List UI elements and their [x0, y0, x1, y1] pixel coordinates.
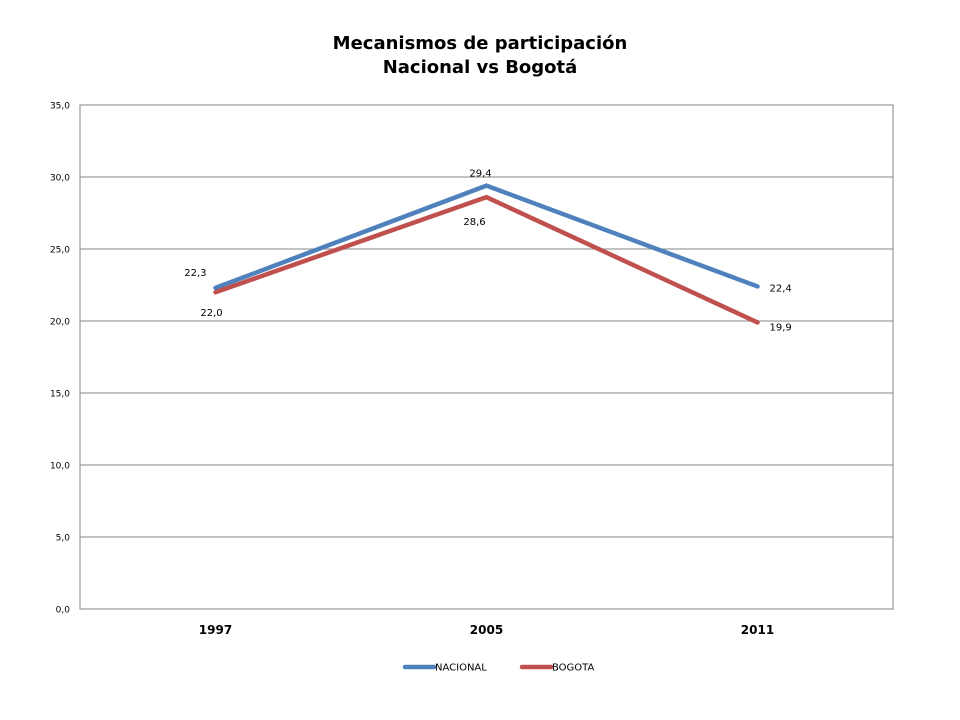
y-tick-label: 25,0 [50, 246, 70, 256]
y-tick-label: 5,0 [56, 534, 71, 544]
data-label: 22,0 [200, 308, 222, 319]
legend-label: NACIONAL [435, 663, 487, 674]
series-line-bogota [213, 194, 760, 325]
x-tick-label: 1997 [199, 623, 232, 637]
chart-subtitle: Nacional vs Bogotá [382, 57, 578, 78]
series-line-nacional [213, 183, 760, 291]
data-label: 29,4 [469, 169, 491, 180]
data-label: 22,3 [184, 268, 206, 279]
y-tick-label: 20,0 [50, 318, 70, 328]
legend-label: BOGOTA [552, 663, 595, 674]
chart-title: Mecanismos de participación [332, 33, 628, 54]
x-tick-label: 2011 [741, 623, 774, 637]
plot-area-border [79, 104, 894, 610]
data-label: 19,9 [770, 322, 792, 333]
y-tick-label: 0,0 [56, 606, 71, 616]
y-tick-label: 10,0 [50, 462, 70, 472]
data-label: 28,6 [463, 217, 485, 228]
data-label: 22,4 [770, 283, 792, 294]
x-tick-label: 2005 [470, 623, 503, 637]
y-tick-label: 15,0 [50, 390, 70, 400]
y-tick-label: 35,0 [50, 102, 70, 112]
y-tick-label: 30,0 [50, 174, 70, 184]
